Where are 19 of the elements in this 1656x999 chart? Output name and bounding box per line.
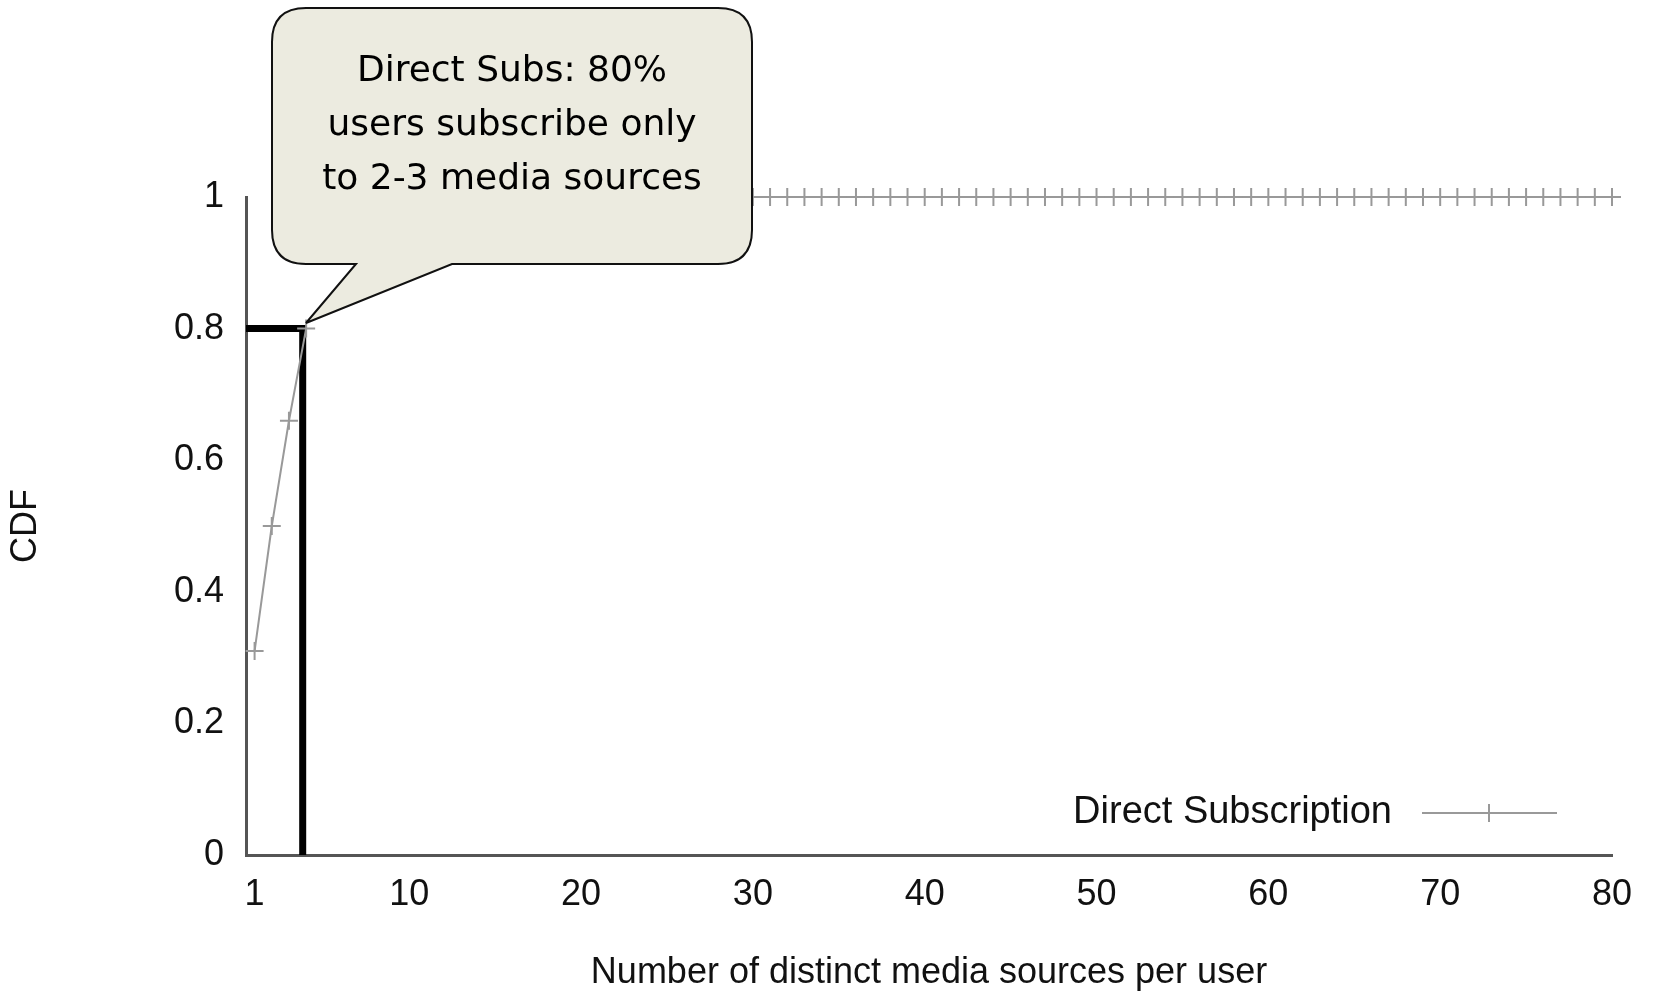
x-tick-label: 30 xyxy=(732,871,773,913)
legend-label: Direct Subscription xyxy=(1073,789,1392,832)
y-tick-label: 0.4 xyxy=(173,568,224,610)
x-tick-label: 1 xyxy=(244,871,265,913)
x-tick-label: 10 xyxy=(389,871,430,913)
y-tick-label: 0.6 xyxy=(173,437,224,479)
y-tick-label: 0.2 xyxy=(173,700,224,742)
y-axis-title: CDF xyxy=(2,489,44,563)
x-axis-title: Number of distinct media sources per user xyxy=(590,950,1268,992)
y-tick-label: 0 xyxy=(203,831,224,873)
x-tick-label: 40 xyxy=(904,871,945,913)
y-tick-label: 0.8 xyxy=(173,305,224,347)
x-tick-label: 20 xyxy=(561,871,602,913)
x-tick-label: 60 xyxy=(1248,871,1289,913)
x-tick-label: 80 xyxy=(1591,871,1633,913)
x-tick-label: 50 xyxy=(1076,871,1117,913)
x-tick-label: 70 xyxy=(1420,871,1461,913)
annotation: Direct Subs: 80% users subscribe only to 2-3 media sources xyxy=(321,47,703,199)
y-tick-label: 1 xyxy=(203,173,224,215)
